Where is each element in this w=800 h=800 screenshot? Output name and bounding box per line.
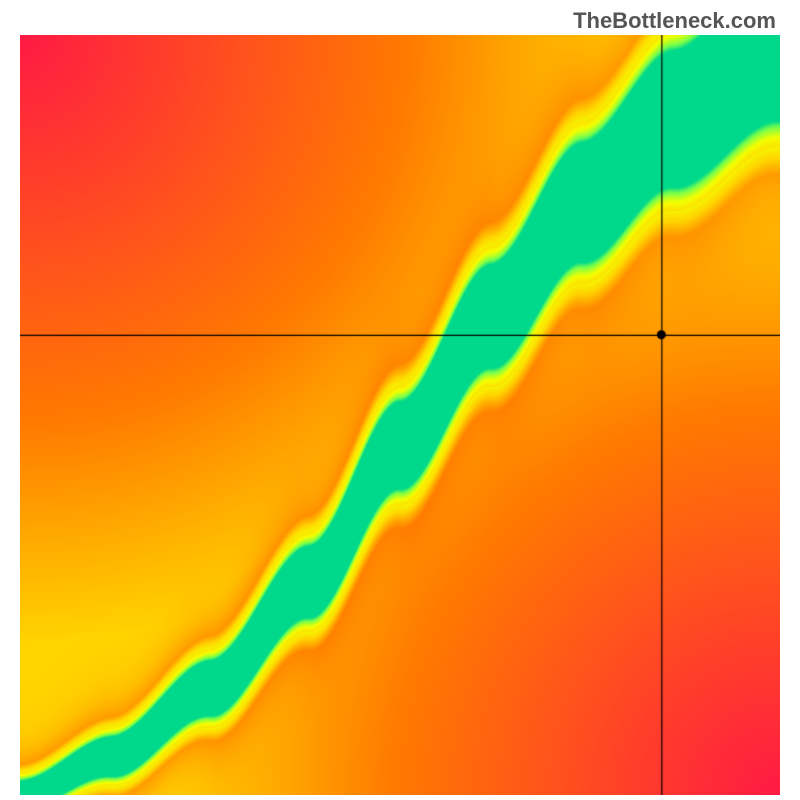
watermark-text: TheBottleneck.com: [573, 8, 776, 34]
bottleneck-heatmap: [20, 35, 780, 795]
heatmap-canvas: [20, 35, 780, 795]
